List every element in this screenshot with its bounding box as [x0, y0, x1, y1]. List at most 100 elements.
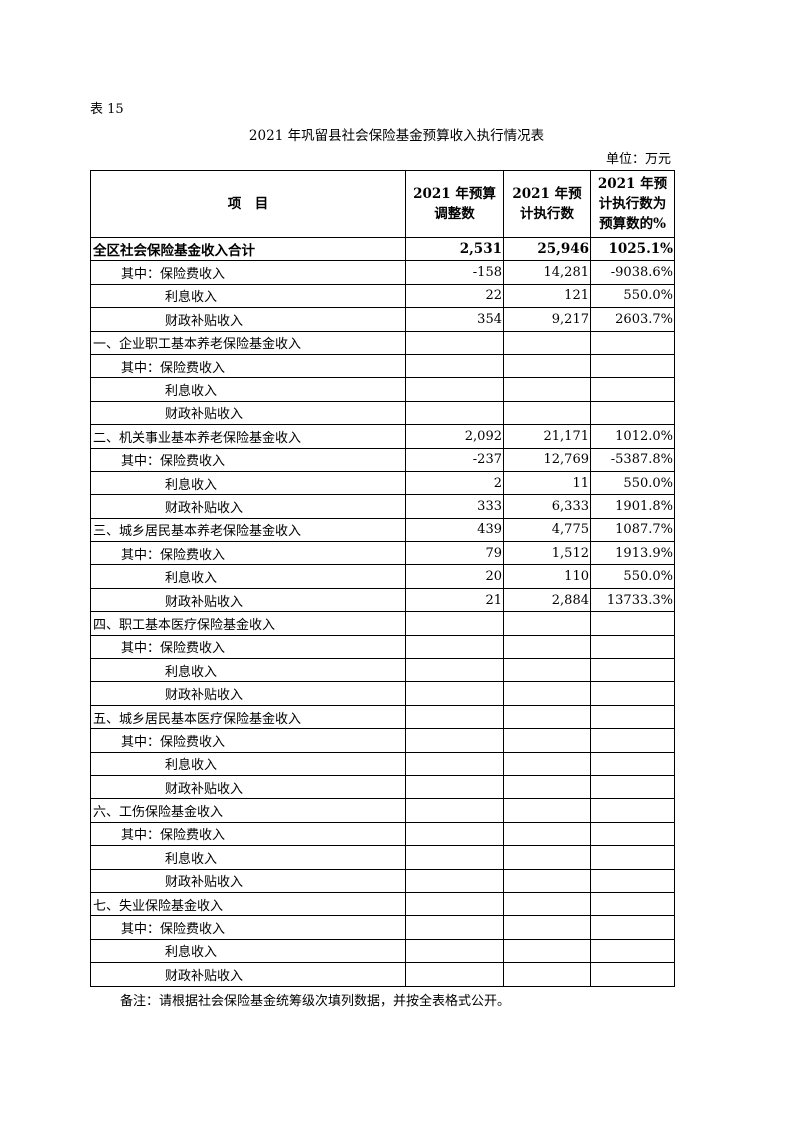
- row-label: 利息收入: [90, 845, 406, 870]
- document-title: 2021 年巩留县社会保险基金预算收入执行情况表: [248, 128, 545, 144]
- estimate-value: [503, 798, 591, 823]
- table-body: 全区社会保险基金收入合计 2,531 25,946 1025.1% 其中：保险费收入 -1…: [90, 236, 675, 987]
- percent-value: 2603.7%: [590, 307, 675, 332]
- table-row: 其中：保险费收入 -158 14,281 -9038.6%: [90, 260, 675, 285]
- budget-value: [405, 798, 504, 823]
- table-row: 财政补贴收入 354 9,217 2603.7%: [90, 307, 675, 332]
- percent-value: 550.0%: [590, 283, 675, 309]
- budget-value: 2,092: [405, 424, 504, 449]
- budget-value: 439: [405, 517, 504, 543]
- estimate-value: 9,217: [503, 307, 591, 332]
- table-row: 七、失业保险基金收入: [90, 891, 675, 917]
- estimate-value: [503, 634, 591, 660]
- row-label: 利息收入: [90, 470, 406, 496]
- estimate-value: [503, 774, 591, 800]
- table-row: 财政补贴收入 21 2,884 13733.3%: [90, 587, 675, 613]
- estimate-value: [503, 891, 591, 917]
- percent-value: 13733.3%: [590, 587, 675, 613]
- row-label: 利息收入: [90, 658, 406, 683]
- row-label: 其中：保险费收入: [90, 260, 406, 285]
- budget-value: [405, 353, 504, 379]
- table-row: 其中：保险费收入 -237 12,769 -5387.8%: [90, 447, 675, 472]
- row-label: 其中：保险费收入: [90, 728, 406, 753]
- percent-value: [590, 821, 675, 847]
- percent-value: -5387.8%: [590, 447, 675, 472]
- estimate-value: 21,171: [503, 424, 591, 449]
- budget-value: [405, 845, 504, 870]
- table-row: 利息收入: [90, 751, 675, 776]
- header-estimate: 2021 年预计执行数: [503, 170, 591, 238]
- estimate-value: [503, 962, 591, 987]
- table-row: 财政补贴收入: [90, 774, 675, 800]
- percent-value: [590, 774, 675, 800]
- budget-value: 2: [405, 470, 504, 496]
- row-label: 利息收入: [90, 377, 406, 402]
- estimate-value: [503, 611, 591, 636]
- estimate-value: [503, 845, 591, 870]
- row-label: 其中：保险费收入: [90, 353, 406, 379]
- table-row: 利息收入: [90, 938, 675, 964]
- estimate-value: 25,946: [503, 236, 591, 262]
- budget-value: [405, 400, 504, 426]
- budget-value: [405, 962, 504, 987]
- budget-value: [405, 634, 504, 660]
- budget-value: [405, 938, 504, 964]
- estimate-value: 11: [503, 470, 591, 496]
- estimate-value: [503, 915, 591, 940]
- estimate-value: 4,775: [503, 517, 591, 543]
- table-row: 四、职工基本医疗保险基金收入: [90, 611, 675, 636]
- percent-value: [590, 658, 675, 683]
- percent-value: [590, 704, 675, 730]
- table-row: 其中：保险费收入 79 1,512 1913.9%: [90, 541, 675, 566]
- unit-label: 单位：万元: [605, 152, 671, 167]
- row-label: 全区社会保险基金收入合计: [90, 236, 406, 262]
- budget-value: [405, 891, 504, 917]
- row-label: 利息收入: [90, 283, 406, 309]
- table-row: 其中：保险费收入: [90, 821, 675, 847]
- row-label: 财政补贴收入: [90, 587, 406, 613]
- percent-value: [590, 868, 675, 893]
- table-row: 利息收入: [90, 845, 675, 870]
- estimate-value: [503, 330, 591, 355]
- percent-value: [590, 611, 675, 636]
- budget-value: 2,531: [405, 236, 504, 262]
- table-row: 财政补贴收入: [90, 400, 675, 426]
- table-row: 财政补贴收入 333 6,333 1901.8%: [90, 494, 675, 519]
- estimate-value: 121: [503, 283, 591, 309]
- row-label: 财政补贴收入: [90, 681, 406, 706]
- estimate-value: 2,884: [503, 587, 591, 613]
- budget-value: 333: [405, 494, 504, 519]
- estimate-value: [503, 400, 591, 426]
- percent-value: -9038.6%: [590, 260, 675, 285]
- percent-value: [590, 634, 675, 660]
- table-row: 全区社会保险基金收入合计 2,531 25,946 1025.1%: [90, 236, 675, 262]
- table-row: 一、企业职工基本养老保险基金收入: [90, 330, 675, 355]
- row-label: 六、工伤保险基金收入: [90, 798, 406, 823]
- budget-value: [405, 681, 504, 706]
- budget-value: [405, 611, 504, 636]
- percent-value: 550.0%: [590, 564, 675, 589]
- estimate-value: 6,333: [503, 494, 591, 519]
- row-label: 二、机关事业基本养老保险基金收入: [90, 424, 406, 449]
- estimate-value: [503, 728, 591, 753]
- header-item: 项 目: [90, 170, 406, 238]
- table-row: 其中：保险费收入: [90, 915, 675, 940]
- percent-value: [590, 891, 675, 917]
- budget-value: 21: [405, 587, 504, 613]
- table-row: 二、机关事业基本养老保险基金收入 2,092 21,171 1012.0%: [90, 424, 675, 449]
- percent-value: 1087.7%: [590, 517, 675, 543]
- budget-value: [405, 868, 504, 893]
- percent-value: [590, 377, 675, 402]
- table-number: 表 15: [90, 102, 124, 117]
- budget-value: [405, 728, 504, 753]
- row-label: 三、城乡居民基本养老保险基金收入: [90, 517, 406, 543]
- row-label: 财政补贴收入: [90, 400, 406, 426]
- percent-value: [590, 681, 675, 706]
- percent-value: [590, 915, 675, 940]
- header-budget: 2021 年预算调整数: [405, 170, 504, 238]
- estimate-value: [503, 868, 591, 893]
- budget-value: [405, 704, 504, 730]
- estimate-value: [503, 821, 591, 847]
- table-row: 利息收入 22 121 550.0%: [90, 283, 675, 309]
- estimate-value: [503, 658, 591, 683]
